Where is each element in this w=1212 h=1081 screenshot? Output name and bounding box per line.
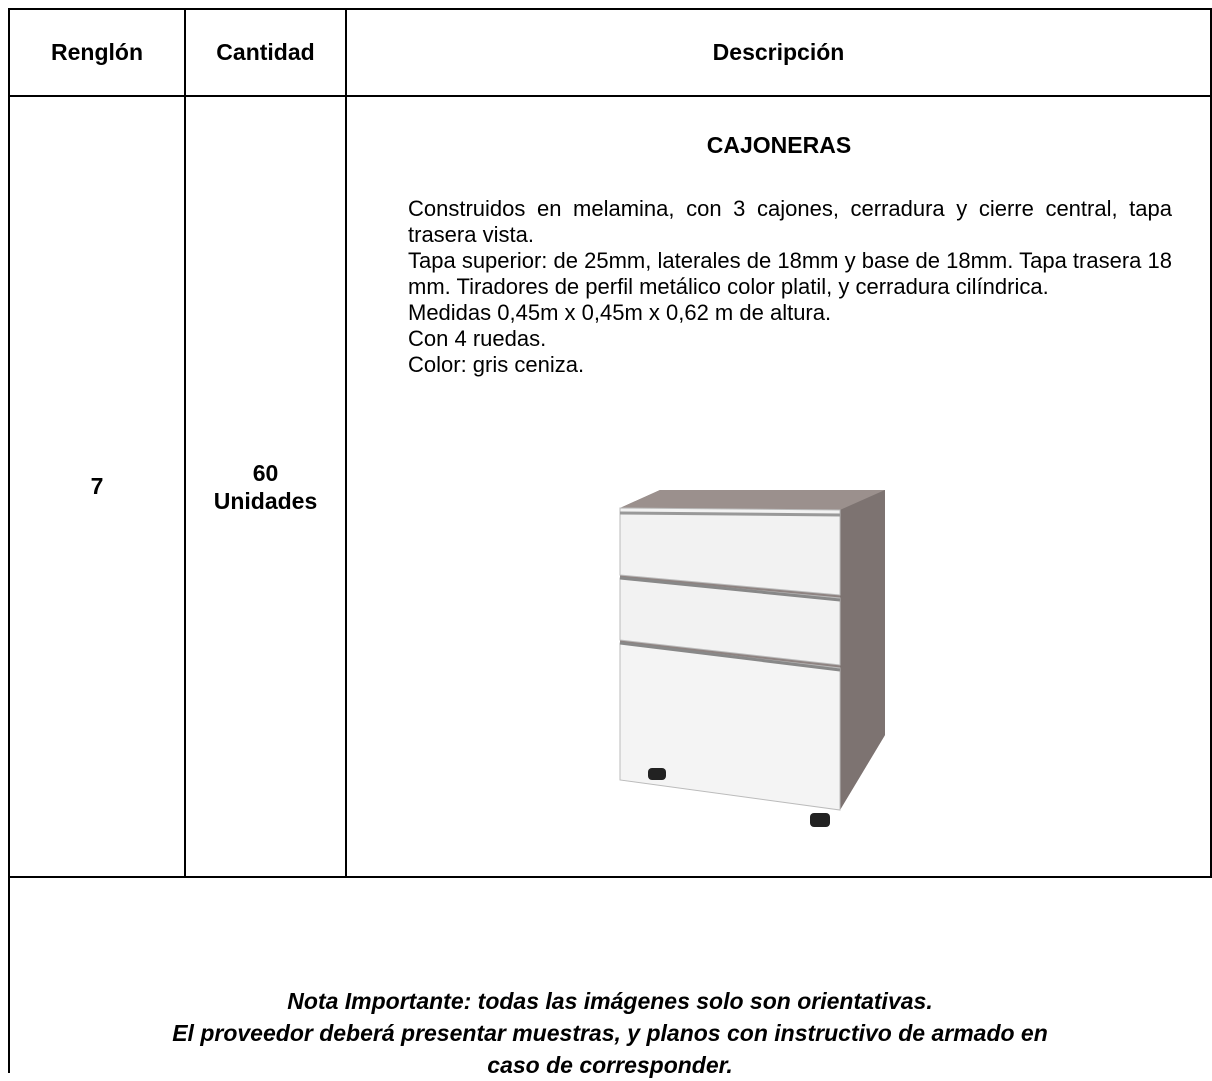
description-line: Medidas 0,45m x 0,45m x 0,62 m de altura…: [408, 300, 832, 325]
border: [8, 95, 1212, 97]
note-line: Nota Importante: todas las imágenes solo…: [287, 988, 933, 1014]
item-title: CAJONERAS: [706, 132, 852, 158]
border: [8, 8, 10, 1073]
description-line: Construidos en melamina, con 3 cajones, …: [408, 196, 1172, 247]
description-line: Tapa superior: de 25mm, laterales de 18m…: [408, 248, 1172, 299]
description: Construidos en melamina, con 3 cajones, …: [408, 196, 1172, 378]
border: [8, 8, 1212, 10]
header-cell: Descripción: [712, 39, 845, 65]
border: [1210, 8, 1212, 878]
header-cell: Cantidad: [216, 39, 315, 65]
product-image: [619, 490, 885, 827]
border: [345, 8, 347, 878]
renglon: 7: [90, 473, 104, 499]
cantidad: 60 Unidades: [186, 97, 345, 876]
description-line: Con 4 ruedas.: [408, 326, 547, 351]
note: Nota Importante: todas las imágenes solo…: [8, 985, 1212, 1081]
cantidad-line: Unidades: [213, 487, 318, 514]
header-cell: Renglón: [51, 39, 143, 65]
note-line: El proveedor deberá presentar muestras, …: [172, 1020, 1048, 1046]
note-line: caso de corresponder.: [487, 1052, 733, 1078]
cantidad-line: 60: [252, 459, 279, 486]
description-line: Color: gris ceniza.: [408, 352, 585, 377]
border: [184, 8, 186, 878]
border: [8, 876, 1212, 878]
